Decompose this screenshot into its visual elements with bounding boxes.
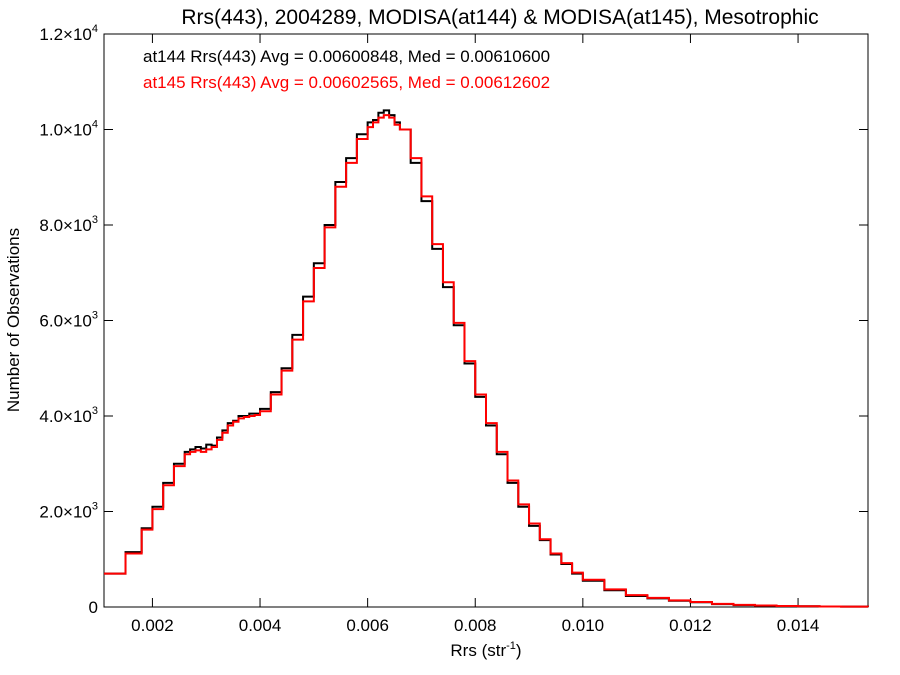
- y-axis-label: Number of Observations: [4, 228, 23, 412]
- x-tick-label: 0.006: [346, 616, 389, 635]
- y-tick-label: 2.0×103: [39, 501, 98, 522]
- y-tick-label: 8.0×103: [39, 214, 98, 235]
- legend: at144 Rrs(443) Avg = 0.00600848, Med = 0…: [143, 47, 550, 92]
- x-axis: 0.002 0.004 0.006 0.008 0.010 0.012 0.014: [131, 34, 819, 635]
- series-line-at145: [104, 114, 869, 608]
- y-axis: 0 2.0×103 4.0×103 6.0×103 8.0×103 1.0×104 1.2×…: [39, 23, 868, 617]
- x-tick-label: 0.012: [669, 616, 712, 635]
- x-tick-label: 0.002: [131, 616, 174, 635]
- y-tick-label: 4.0×103: [39, 405, 98, 426]
- series-line-at144: [104, 109, 869, 608]
- y-tick-label: 1.0×104: [39, 119, 98, 140]
- legend-entry-at144: at144 Rrs(443) Avg = 0.00600848, Med = 0…: [143, 47, 550, 66]
- y-tick-label: 6.0×103: [39, 310, 98, 331]
- y-tick-label: 0: [89, 598, 98, 617]
- plot-frame: [103, 33, 869, 608]
- plot-border: [103, 33, 869, 608]
- y-tick-label: 1.2×104: [39, 23, 98, 44]
- x-tick-label: 0.008: [454, 616, 497, 635]
- x-tick-label: 0.014: [777, 616, 820, 635]
- x-axis-label: Rrs (str-1): [450, 640, 521, 660]
- legend-entry-at145: at145 Rrs(443) Avg = 0.00602565, Med = 0…: [143, 73, 550, 92]
- chart-title: Rrs(443), 2004289, MODISA(at144) & MODIS…: [181, 6, 818, 29]
- x-tick-label: 0.010: [562, 616, 605, 635]
- series-lines: [104, 109, 869, 608]
- x-tick-label: 0.004: [239, 616, 282, 635]
